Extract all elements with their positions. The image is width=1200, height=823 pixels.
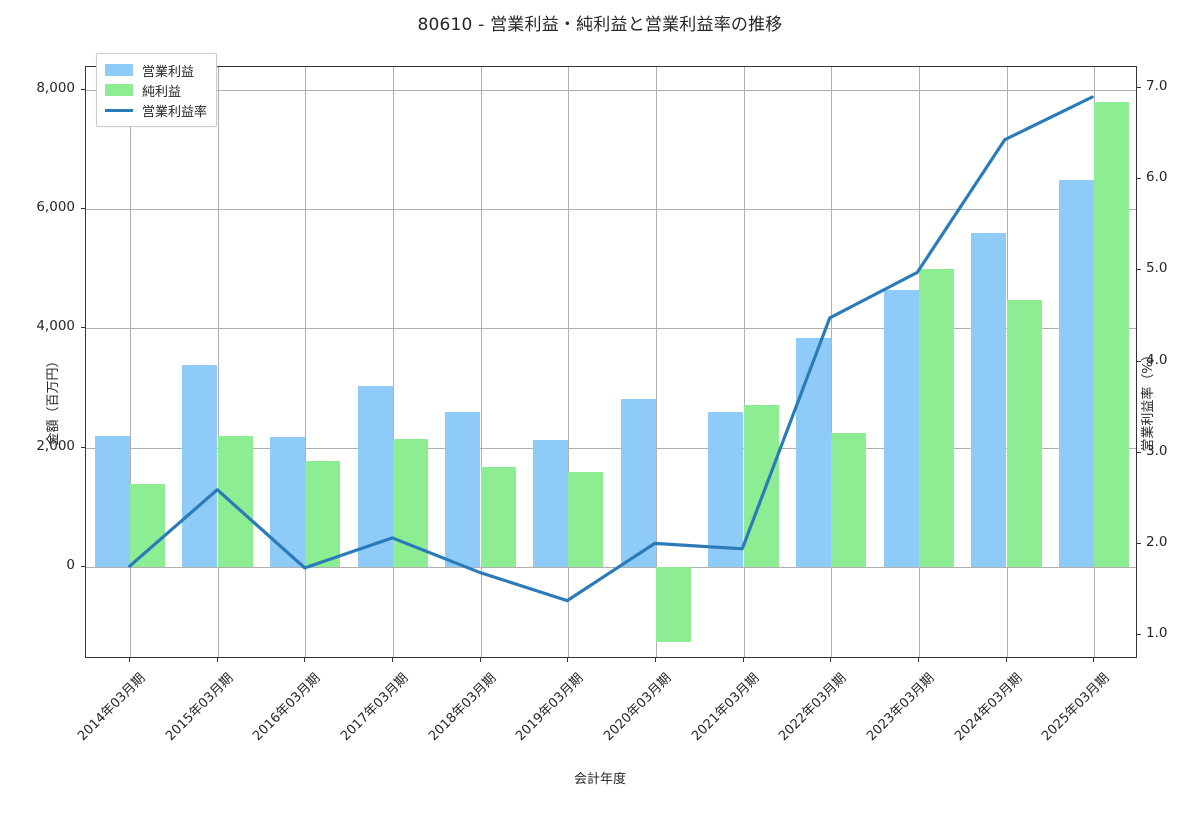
gridline-v-3 xyxy=(392,67,394,657)
x-tick-mark-2 xyxy=(304,658,306,662)
bar-operating-profit-4 xyxy=(445,411,481,567)
bar-net-profit-8 xyxy=(831,432,867,567)
bar-net-profit-9 xyxy=(918,268,954,567)
y-tick-mark-left-1 xyxy=(81,446,85,448)
line-operating-margin xyxy=(128,95,1094,603)
y-axis-left-title: 金額（百万円） xyxy=(46,354,62,446)
x-tick-mark-1 xyxy=(216,658,218,662)
gridline-v-4 xyxy=(480,67,482,657)
gridline-h-0 xyxy=(86,566,1136,568)
y-tick-label-left-3: 6,000 xyxy=(36,199,75,216)
bar-net-profit-1 xyxy=(217,435,253,567)
gridline-v-5 xyxy=(568,67,570,657)
bar-operating-profit-8 xyxy=(796,337,832,567)
bar-net-profit-10 xyxy=(1006,300,1042,567)
bar-operating-profit-7 xyxy=(708,412,744,567)
legend-item-label: 営業利益 xyxy=(142,64,195,80)
bar-net-profit-6 xyxy=(655,566,691,643)
x-tick-mark-11 xyxy=(1093,658,1095,662)
y-tick-label-left-0: 0 xyxy=(66,556,75,573)
y-axis-right-title: 営業利益率（%） xyxy=(1140,348,1156,452)
x-tick-mark-0 xyxy=(128,658,130,662)
y-tick-mark-right-4 xyxy=(1137,269,1141,271)
operating-margin-line xyxy=(128,95,1094,603)
gridline-v-2 xyxy=(305,67,307,657)
gridline-v-0 xyxy=(129,67,131,657)
x-tick-mark-6 xyxy=(654,658,656,662)
legend-item-label: 純利益 xyxy=(142,84,182,100)
legend-color-swatch-icon xyxy=(105,64,133,76)
chart-legend: 営業利益純利益営業利益率 xyxy=(96,53,218,127)
gridline-h-4000 xyxy=(86,328,1136,330)
legend-item-1[interactable]: 純利益 xyxy=(105,80,207,100)
y-tick-mark-right-3 xyxy=(1137,360,1141,362)
bar-operating-profit-11 xyxy=(1059,180,1095,567)
x-tick-mark-10 xyxy=(1005,658,1007,662)
y-tick-label-left-2: 4,000 xyxy=(36,318,75,335)
legend-item-label: 営業利益率 xyxy=(142,104,208,120)
chart-figure: 80610 - 営業利益・純利益と営業利益率の推移 0 2,000 4,000 6,0… xyxy=(36,15,1167,787)
legend-item-2[interactable]: 営業利益率 xyxy=(105,100,207,120)
bar-net-profit-5 xyxy=(568,471,604,567)
y-tick-mark-left-3 xyxy=(81,208,85,210)
y-tick-mark-right-5 xyxy=(1137,178,1141,180)
bar-operating-profit-5 xyxy=(533,440,569,567)
y-tick-mark-right-2 xyxy=(1137,451,1141,453)
bar-net-profit-2 xyxy=(305,461,341,567)
gridline-h-2000 xyxy=(86,447,1136,449)
gridline-v-6 xyxy=(655,67,657,657)
bar-net-profit-11 xyxy=(1094,101,1130,567)
gridline-v-8 xyxy=(831,67,833,657)
y-tick-mark-left-4 xyxy=(81,89,85,91)
legend-line-swatch-icon xyxy=(105,108,133,112)
chart-title: 80610 - 営業利益・純利益と営業利益率の推移 xyxy=(417,15,783,35)
x-tick-mark-8 xyxy=(830,658,832,662)
y-tick-label-left-4: 8,000 xyxy=(36,80,75,97)
plot-inner xyxy=(86,67,1136,657)
legend-color-swatch-icon xyxy=(105,84,133,96)
bar-operating-profit-6 xyxy=(620,399,656,567)
bar-operating-profit-3 xyxy=(357,385,393,567)
gridline-v-7 xyxy=(743,67,745,657)
gridline-h-6000 xyxy=(86,209,1136,211)
x-tick-mark-3 xyxy=(391,658,393,662)
bar-net-profit-7 xyxy=(743,404,779,567)
x-tick-mark-5 xyxy=(567,658,569,662)
gridline-v-1 xyxy=(217,67,219,657)
bar-operating-profit-9 xyxy=(883,290,919,567)
bar-net-profit-4 xyxy=(480,466,516,567)
x-tick-mark-9 xyxy=(917,658,919,662)
y-tick-mark-right-1 xyxy=(1137,543,1141,545)
bar-net-profit-0 xyxy=(129,484,165,567)
legend-item-0[interactable]: 営業利益 xyxy=(105,60,207,80)
plot-area xyxy=(85,66,1137,658)
bar-operating-profit-2 xyxy=(270,437,306,567)
x-tick-mark-7 xyxy=(742,658,744,662)
gridline-h-8000 xyxy=(86,90,1136,92)
bar-operating-profit-10 xyxy=(971,233,1007,567)
y-tick-mark-right-6 xyxy=(1137,86,1141,88)
y-tick-mark-left-2 xyxy=(81,327,85,329)
bar-operating-profit-1 xyxy=(182,364,218,567)
y-tick-mark-left-0 xyxy=(81,565,85,567)
x-tick-mark-4 xyxy=(479,658,481,662)
y-tick-mark-right-0 xyxy=(1137,634,1141,636)
x-axis-title: 会計年度 xyxy=(573,772,626,787)
y-tick-label-left-1: 2,000 xyxy=(36,437,75,454)
bar-operating-profit-0 xyxy=(94,436,130,567)
